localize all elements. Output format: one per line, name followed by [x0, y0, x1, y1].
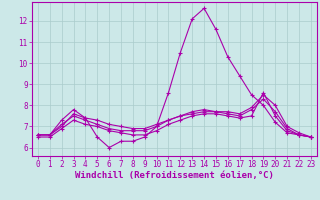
- X-axis label: Windchill (Refroidissement éolien,°C): Windchill (Refroidissement éolien,°C): [75, 171, 274, 180]
